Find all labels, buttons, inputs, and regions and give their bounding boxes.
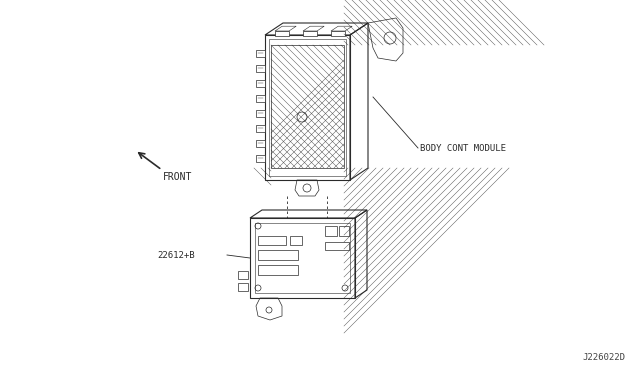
Text: FRONT: FRONT [163, 172, 193, 182]
Bar [238, 271, 248, 279]
Bar [256, 95, 265, 102]
Bar [258, 265, 298, 275]
Bar [238, 283, 248, 291]
Bar [339, 226, 349, 236]
Bar [269, 39, 346, 176]
Text: J226022D: J226022D [582, 353, 625, 362]
Bar [256, 80, 265, 87]
Bar [271, 45, 344, 168]
Bar [256, 125, 265, 132]
Text: BODY CONT MODULE: BODY CONT MODULE [420, 144, 506, 153]
Bar [258, 250, 298, 260]
Bar [331, 31, 345, 36]
Bar [256, 65, 265, 72]
Bar [258, 236, 286, 245]
Bar [256, 110, 265, 117]
Bar [255, 223, 350, 293]
Bar [250, 218, 355, 298]
Bar [256, 140, 265, 147]
Bar [303, 31, 317, 36]
Bar [256, 155, 265, 162]
Bar [275, 31, 289, 36]
Bar [325, 226, 337, 236]
Text: 22612+B: 22612+B [157, 250, 195, 260]
Bar [325, 242, 349, 250]
Bar [290, 236, 302, 245]
Bar [256, 50, 265, 57]
